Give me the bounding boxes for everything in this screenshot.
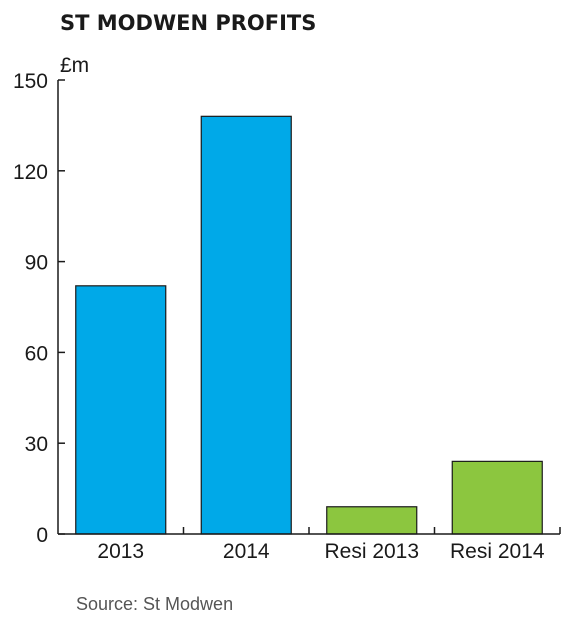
y-tick-label: 120 [13, 161, 48, 184]
x-tick-label: 2014 [223, 540, 270, 563]
bar-2013 [75, 285, 167, 535]
x-tick-label: Resi 2013 [324, 540, 419, 563]
y-axis: 0 30 60 90 120 150 [13, 70, 65, 547]
y-tick-label: 30 [25, 433, 48, 456]
y-axis-unit-label: £m [60, 54, 89, 77]
chart-title: ST MODWEN PROFITS [60, 11, 316, 35]
x-tick-label: 2013 [97, 540, 144, 563]
x-tick-label: Resi 2014 [450, 540, 545, 563]
x-axis: 2013 2014 Resi 2013 Resi 2014 [58, 527, 561, 563]
y-tick-label: 60 [25, 342, 48, 365]
bars-group [75, 115, 543, 535]
bar-resi-2013 [326, 506, 418, 535]
source-note: Source: St Modwen [76, 594, 233, 614]
y-tick-label: 150 [13, 70, 48, 93]
bar-resi-2014 [451, 460, 543, 535]
bar-2014 [200, 115, 292, 535]
y-tick-label: 0 [36, 524, 48, 547]
y-tick-label: 90 [25, 252, 48, 275]
